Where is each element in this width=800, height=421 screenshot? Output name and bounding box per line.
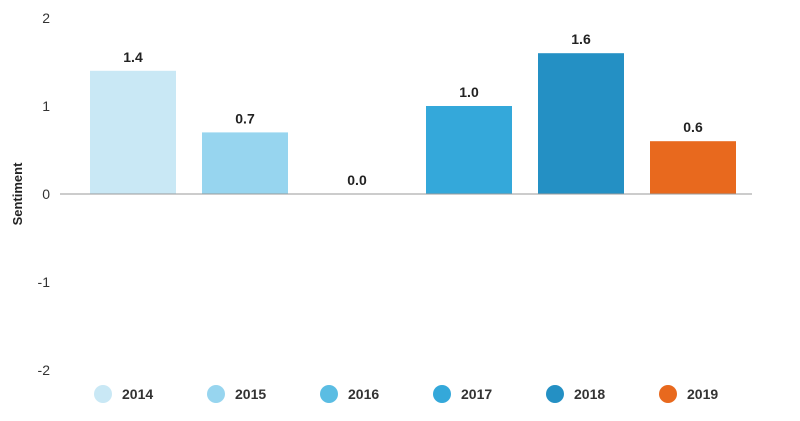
bar-2015 [202,132,288,194]
legend-label-2015: 2015 [235,386,266,402]
bar-2014 [90,70,176,194]
y-tick-label: -2 [38,362,51,378]
data-label-2018: 1.6 [571,31,591,47]
data-label-2014: 1.4 [123,49,143,65]
legend-swatch-2016 [320,385,338,403]
data-label-2015: 0.7 [235,110,255,126]
legend-label-2019: 2019 [687,386,718,402]
bar-2017 [426,106,512,194]
data-label-2016: 0.0 [347,172,367,188]
legend-label-2017: 2017 [461,386,492,402]
y-tick-label: 1 [42,98,50,114]
y-tick-label: -1 [38,274,51,290]
legend-swatch-2019 [659,385,677,403]
legend: 2014 2015 2016 2017 2018 2019 [94,385,718,403]
y-axis-title: Sentiment [10,162,25,226]
data-label-2019: 0.6 [683,119,703,135]
legend-label-2014: 2014 [122,386,153,402]
y-tick-label: 2 [42,10,50,26]
data-labels: 1.4 0.7 0.0 1.0 1.6 0.6 [123,31,703,188]
y-tick-label: 0 [42,186,50,202]
legend-swatch-2017 [433,385,451,403]
bar-2018 [538,53,624,195]
bar-2019 [650,141,736,194]
legend-swatch-2018 [546,385,564,403]
legend-label-2016: 2016 [348,386,379,402]
legend-label-2018: 2018 [574,386,605,402]
bar-series [90,53,736,195]
legend-swatch-2015 [207,385,225,403]
legend-swatch-2014 [94,385,112,403]
y-axis-ticks: 2 1 0 -1 -2 [38,10,51,378]
data-label-2017: 1.0 [459,84,479,100]
